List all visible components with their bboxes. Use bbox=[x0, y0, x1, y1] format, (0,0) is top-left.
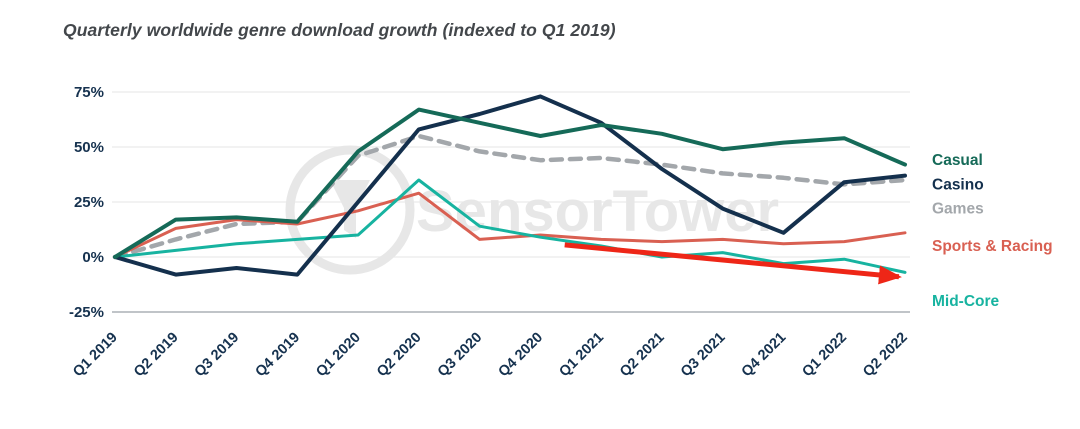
x-axis-label: Q4 2019 bbox=[252, 330, 303, 381]
y-axis-label: 0% bbox=[82, 249, 104, 266]
watermark-text: SensorTower bbox=[416, 179, 779, 244]
series-label-mid-core: Mid-Core bbox=[932, 293, 1000, 310]
x-axis-label: Q1 2021 bbox=[556, 330, 607, 381]
x-axis-label: Q4 2021 bbox=[739, 330, 790, 381]
x-axis-label: Q2 2019 bbox=[131, 330, 182, 381]
y-axis-label: -25% bbox=[69, 304, 104, 321]
x-axis-label: Q1 2019 bbox=[70, 330, 121, 381]
series-line-mid-core bbox=[113, 178, 907, 274]
y-axis-label: 25% bbox=[74, 194, 104, 211]
x-axis-label: Q1 2020 bbox=[313, 330, 364, 381]
x-axis-label: Q2 2022 bbox=[860, 330, 911, 381]
series-label-games: Games bbox=[932, 201, 984, 218]
x-axis-label: Q4 2020 bbox=[496, 330, 547, 381]
x-axis-label: Q3 2020 bbox=[435, 330, 486, 381]
series-line-games bbox=[112, 133, 908, 260]
x-axis-label: Q3 2021 bbox=[678, 330, 729, 381]
y-axis-label: 75% bbox=[74, 84, 104, 101]
watermark-logo: SensorTower bbox=[285, 145, 779, 275]
x-axis-label: Q2 2020 bbox=[374, 330, 425, 381]
x-axis-label: Q3 2019 bbox=[192, 330, 243, 381]
y-axis-label: 50% bbox=[74, 139, 104, 156]
series-line-sports-racing bbox=[113, 191, 907, 259]
series-label-casino: Casino bbox=[932, 176, 984, 193]
series-line-casino bbox=[113, 94, 907, 277]
trend-arrow bbox=[564, 242, 902, 285]
x-axis-label: Q2 2021 bbox=[617, 330, 668, 381]
x-axis-label: Q1 2022 bbox=[799, 330, 850, 381]
series-label-sports-racing: Sports & Racing bbox=[932, 238, 1053, 255]
chart-title: Quarterly worldwide genre download growt… bbox=[63, 20, 616, 40]
series-line-casual bbox=[113, 107, 907, 259]
series-label-casual: Casual bbox=[932, 152, 983, 169]
